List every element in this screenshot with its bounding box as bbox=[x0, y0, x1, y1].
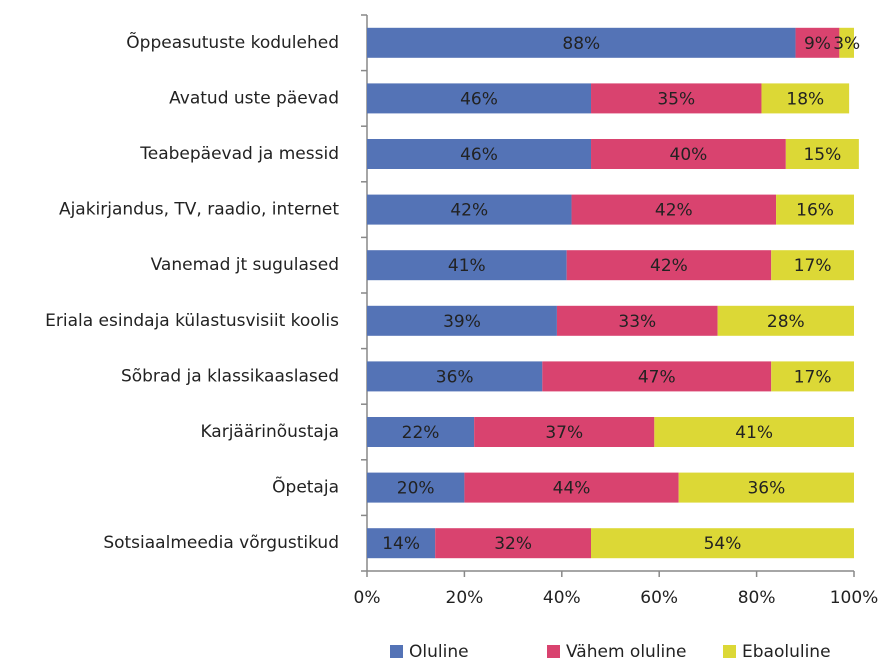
bar-segment bbox=[795, 27, 840, 58]
data-label: 35% bbox=[657, 89, 695, 109]
category-label: Ajakirjandus, TV, raadio, internet bbox=[59, 200, 339, 220]
data-label: 46% bbox=[460, 89, 498, 109]
data-label: 14% bbox=[382, 534, 420, 554]
x-tick-label: 100% bbox=[830, 588, 879, 608]
data-label: 54% bbox=[704, 534, 742, 554]
x-tick-label: 20% bbox=[446, 588, 484, 608]
bar-segment bbox=[367, 250, 567, 281]
data-label: 40% bbox=[670, 145, 708, 165]
data-label: 17% bbox=[794, 256, 832, 276]
category-label: Avatud uste päevad bbox=[169, 88, 339, 108]
data-label: 39% bbox=[443, 312, 481, 332]
legend-swatch bbox=[390, 645, 403, 658]
category-label: Vanemad jt sugulased bbox=[151, 255, 339, 275]
data-label: 36% bbox=[747, 479, 785, 499]
bar-segment bbox=[556, 305, 718, 336]
bar-segment bbox=[367, 361, 543, 392]
data-label: 33% bbox=[618, 312, 656, 332]
legend-swatch bbox=[723, 645, 736, 658]
data-label: 22% bbox=[402, 423, 440, 443]
data-label: 17% bbox=[794, 367, 832, 387]
data-label: 88% bbox=[562, 34, 600, 54]
data-label: 47% bbox=[638, 367, 676, 387]
bar-segment bbox=[367, 305, 557, 336]
data-label: 9% bbox=[804, 34, 831, 54]
legend-label: Vähem oluline bbox=[566, 642, 687, 661]
category-label: Eriala esindaja külastusvisiit koolis bbox=[45, 311, 339, 331]
bar-segment bbox=[678, 472, 854, 503]
data-label: 20% bbox=[397, 479, 435, 499]
x-tick-label: 40% bbox=[543, 588, 581, 608]
data-label: 32% bbox=[494, 534, 532, 554]
bar-segment bbox=[464, 472, 679, 503]
legend-swatch bbox=[547, 645, 560, 658]
category-label: Õpetaja bbox=[272, 476, 339, 498]
bar-segment bbox=[542, 361, 772, 392]
bar-segment bbox=[761, 83, 850, 114]
bar-segment bbox=[839, 27, 854, 58]
bar-segment bbox=[717, 305, 854, 336]
bar-segment bbox=[776, 194, 854, 225]
bar-segment bbox=[367, 194, 572, 225]
bar-segment bbox=[367, 472, 465, 503]
bar-segment bbox=[785, 139, 859, 169]
bar-segment bbox=[367, 139, 592, 169]
data-label: 36% bbox=[436, 367, 474, 387]
x-tick-label: 80% bbox=[738, 588, 776, 608]
data-label: 41% bbox=[735, 423, 773, 443]
data-label: 28% bbox=[767, 312, 805, 332]
category-label: Õppeasutuste kodulehed bbox=[126, 31, 339, 53]
bar-segment bbox=[771, 361, 854, 392]
legend-label: Ebaoluline bbox=[742, 642, 831, 661]
data-label: 41% bbox=[448, 256, 486, 276]
data-label: 16% bbox=[796, 201, 834, 221]
bar-segment bbox=[367, 417, 475, 447]
bar-segment bbox=[771, 250, 854, 281]
data-label: 3% bbox=[833, 34, 860, 54]
data-label: 44% bbox=[553, 479, 591, 499]
data-label: 15% bbox=[803, 145, 841, 165]
legend-label: Oluline bbox=[409, 642, 469, 661]
bar-segment bbox=[367, 83, 592, 114]
bar-segment bbox=[367, 27, 796, 58]
bar-segment bbox=[591, 528, 854, 559]
data-label: 42% bbox=[650, 256, 688, 276]
category-label: Sõbrad ja klassikaaslased bbox=[121, 366, 339, 386]
data-label: 37% bbox=[545, 423, 583, 443]
bar-segment bbox=[591, 83, 762, 114]
x-tick-label: 60% bbox=[640, 588, 678, 608]
bar-segment bbox=[566, 250, 772, 281]
data-label: 42% bbox=[655, 201, 693, 221]
category-label: Karjäärinõustaja bbox=[200, 422, 339, 442]
x-tick-label: 0% bbox=[354, 588, 381, 608]
data-label: 42% bbox=[450, 201, 488, 221]
category-label: Teabepäevad ja messid bbox=[139, 144, 339, 164]
bar-segment bbox=[591, 139, 786, 169]
bar-segment bbox=[571, 194, 777, 225]
category-label: Sotsiaalmeedia võrgustikud bbox=[103, 533, 339, 553]
bar-segment bbox=[367, 528, 436, 559]
data-label: 46% bbox=[460, 145, 498, 165]
data-label: 18% bbox=[786, 89, 824, 109]
bar-segment bbox=[435, 528, 592, 559]
bar-segment bbox=[474, 417, 655, 447]
bar-segment bbox=[654, 417, 854, 447]
